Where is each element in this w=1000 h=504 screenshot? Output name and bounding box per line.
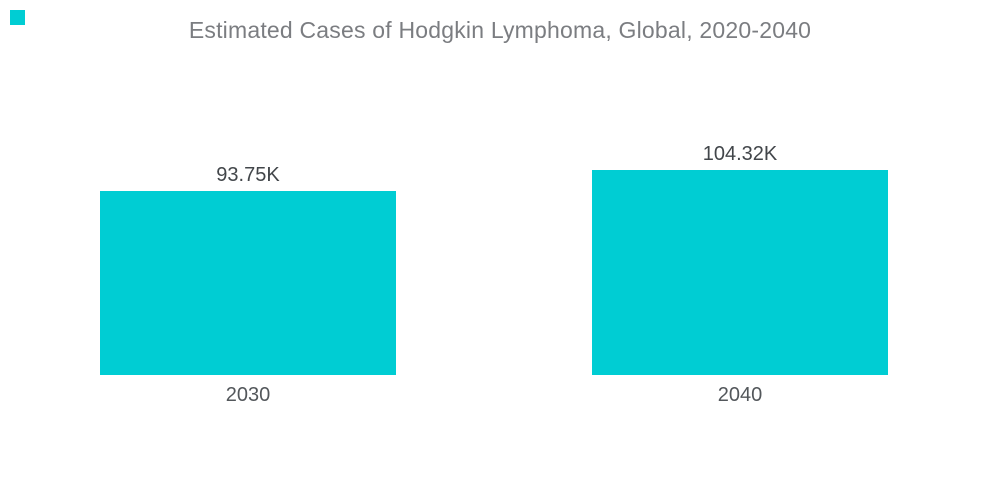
bar-group-2040: 104.32K — [592, 143, 888, 375]
bar-2040 — [592, 170, 888, 375]
bar-value-label-2040: 104.32K — [702, 143, 778, 165]
brand-logo-mark — [10, 10, 25, 25]
bar-2030 — [100, 191, 396, 375]
bar-group-2030: 93.75K — [100, 164, 396, 375]
bar-value-label-2030: 93.75K — [216, 164, 280, 186]
x-axis-label-2030: 2030 — [225, 384, 271, 406]
chart-title: Estimated Cases of Hodgkin Lymphoma, Glo… — [188, 17, 812, 43]
x-axis-label-2040: 2040 — [717, 384, 763, 406]
